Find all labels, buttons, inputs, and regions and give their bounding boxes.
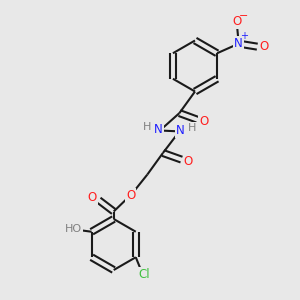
Text: N: N bbox=[176, 124, 185, 137]
Text: O: O bbox=[200, 115, 208, 128]
Text: N: N bbox=[234, 37, 243, 50]
Text: Cl: Cl bbox=[138, 268, 150, 281]
Text: O: O bbox=[259, 40, 268, 53]
Text: N: N bbox=[154, 123, 163, 136]
Text: +: + bbox=[240, 31, 248, 41]
Text: −: − bbox=[239, 11, 248, 21]
Text: O: O bbox=[184, 154, 193, 168]
Text: O: O bbox=[126, 189, 135, 202]
Text: H: H bbox=[188, 123, 196, 133]
Text: O: O bbox=[88, 190, 97, 204]
Text: HO: HO bbox=[65, 224, 82, 234]
Text: O: O bbox=[232, 15, 242, 28]
Text: H: H bbox=[143, 122, 152, 132]
